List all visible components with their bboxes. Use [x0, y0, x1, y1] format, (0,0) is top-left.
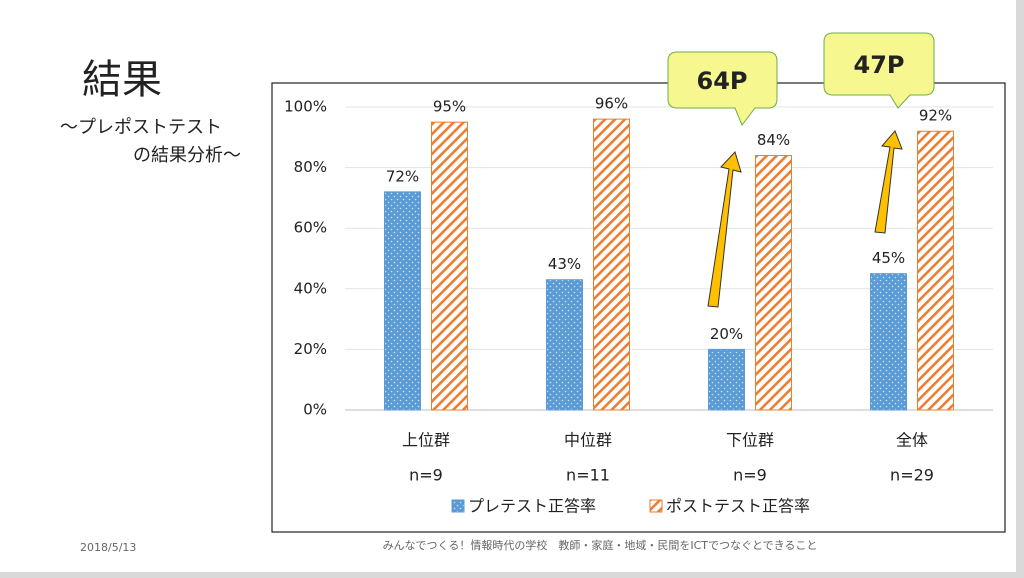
bar	[870, 273, 907, 411]
x-tick-label: 全体	[896, 431, 928, 450]
y-tick-label: 40%	[294, 279, 327, 297]
y-tick-label: 80%	[294, 158, 327, 176]
bar	[384, 191, 421, 411]
callout-text: 47P	[854, 51, 905, 79]
slide-subtitle: ～プレポストテスト	[60, 117, 222, 138]
bar	[593, 118, 630, 411]
y-tick-label: 100%	[284, 98, 327, 116]
slide-subtitle: の結果分析～	[133, 145, 241, 166]
value-label: 92%	[919, 107, 952, 125]
x-tick-note: n=9	[733, 466, 767, 485]
y-tick-label: 0%	[303, 401, 327, 419]
y-tick-label: 60%	[294, 219, 327, 237]
value-label: 95%	[433, 98, 466, 116]
legend-label: ポストテスト正答率	[666, 497, 810, 516]
value-label: 84%	[757, 131, 790, 149]
value-label: 45%	[872, 249, 905, 267]
x-tick-note: n=11	[566, 466, 610, 485]
x-tick-note: n=29	[890, 466, 934, 485]
legend-label: プレテスト正答率	[468, 497, 596, 516]
slide-title: 結果	[82, 57, 162, 103]
bar	[546, 279, 583, 411]
callout-text: 64P	[697, 67, 748, 95]
plot: 0% 20% 40% 60% 80% 100% 上位群 n=9 72% 95% 中位群 n=11 43%…	[284, 95, 993, 516]
y-tick-label: 20%	[294, 340, 327, 358]
bar	[708, 348, 745, 411]
x-tick-label: 中位群	[564, 431, 612, 450]
slide-date: 2018/5/13	[80, 541, 136, 554]
legend-swatch	[649, 499, 663, 513]
bar	[755, 154, 792, 411]
callout: 64P 47P	[667, 32, 935, 126]
x-tick-note: n=9	[409, 466, 443, 485]
legend-swatch	[451, 499, 465, 513]
value-label: 72%	[386, 167, 419, 185]
value-label: 20%	[710, 325, 743, 343]
value-label: 43%	[548, 255, 581, 273]
x-tick-label: 上位群	[402, 431, 450, 450]
bar	[917, 130, 954, 411]
x-tick-label: 下位群	[726, 431, 774, 450]
arrow	[707, 130, 903, 308]
value-label: 96%	[595, 95, 628, 113]
bar	[431, 121, 468, 411]
slide-footer: みんなでつくる！情報時代の学校 教師・家庭・地域・民間をICTでつなぐとできるこ…	[383, 538, 818, 552]
